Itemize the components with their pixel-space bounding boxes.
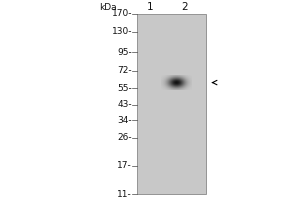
- Text: 130-: 130-: [112, 27, 132, 36]
- Text: 55-: 55-: [117, 84, 132, 93]
- Text: kDa: kDa: [99, 3, 117, 12]
- Text: 17-: 17-: [117, 161, 132, 170]
- Text: 72-: 72-: [117, 66, 132, 75]
- Text: 34-: 34-: [117, 116, 132, 125]
- FancyBboxPatch shape: [136, 14, 206, 194]
- Text: 1: 1: [147, 2, 153, 12]
- Text: 95-: 95-: [117, 48, 132, 57]
- Text: 11-: 11-: [117, 190, 132, 199]
- Text: 2: 2: [181, 2, 188, 12]
- Text: 43-: 43-: [117, 100, 132, 109]
- Text: 170-: 170-: [112, 9, 132, 18]
- Text: 26-: 26-: [117, 133, 132, 142]
